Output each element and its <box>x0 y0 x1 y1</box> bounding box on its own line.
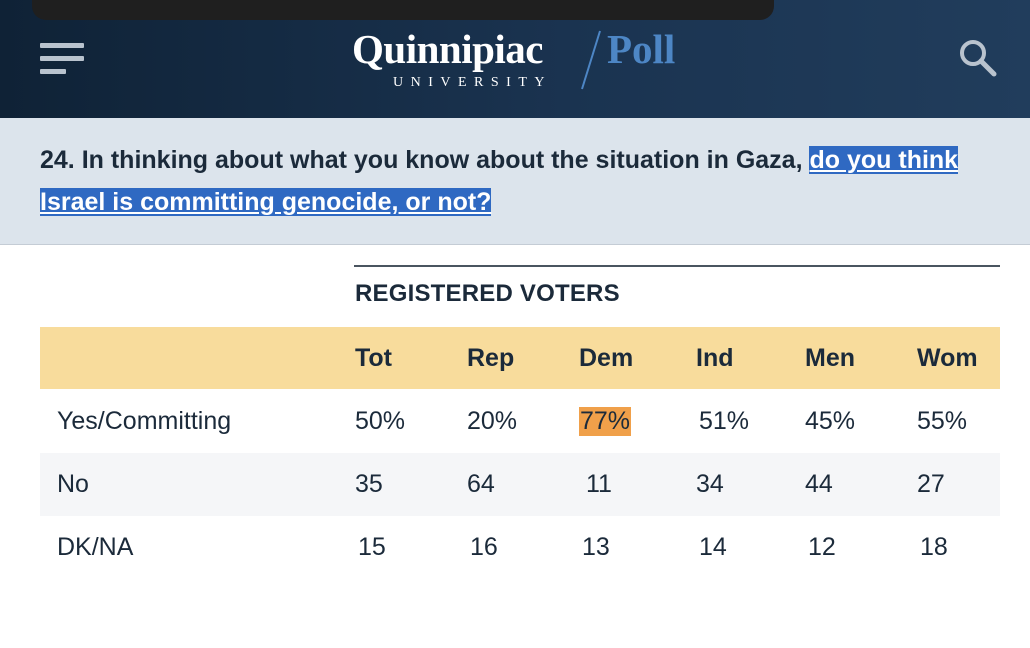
table-cell: 15 <box>358 533 386 561</box>
table-cell: 11 <box>586 470 612 498</box>
table-row <box>40 390 1000 453</box>
table-cell: 45% <box>805 407 856 435</box>
table-cell: 35 <box>355 470 383 498</box>
highlighted-cell: 77% <box>579 407 632 436</box>
table-cell: 14 <box>699 533 727 561</box>
table-cell: 16 <box>470 533 498 561</box>
table-cell: 34 <box>696 470 724 498</box>
table-top-rule <box>354 265 1000 267</box>
logo-university: UNIVERSITY <box>393 75 552 90</box>
col-header-tot: Tot <box>355 344 393 372</box>
col-header-wom: Wom <box>917 344 978 372</box>
col-header-dem: Dem <box>579 344 634 372</box>
table-cell: 27 <box>917 470 945 498</box>
search-icon[interactable] <box>958 38 998 78</box>
table-cell: 50% <box>355 407 406 435</box>
table-cell: 20% <box>467 407 518 435</box>
hamburger-menu-icon[interactable] <box>40 43 84 75</box>
col-header-rep: Rep <box>467 344 515 372</box>
table-cell: 64 <box>467 470 495 498</box>
question-prefix: 24. In thinking about what you know abou… <box>40 146 810 174</box>
table-cell: 55% <box>917 407 968 435</box>
row-label-yes: Yes/Committing <box>57 407 232 435</box>
column-header-row <box>40 327 1000 389</box>
question-text: 24. In thinking about what you know abou… <box>40 139 1000 223</box>
table-cell: 18 <box>920 533 948 561</box>
table-cell: 51% <box>699 407 750 435</box>
table-row <box>40 453 1000 516</box>
logo-name: Quinnipiac <box>352 26 543 72</box>
table-row <box>40 516 1000 579</box>
table-cell: 13 <box>582 533 610 561</box>
table-cell: 12 <box>808 533 836 561</box>
group-title: REGISTERED VOTERS <box>355 280 620 307</box>
device-notch <box>32 0 774 20</box>
table-cell: 44 <box>805 470 833 498</box>
col-header-men: Men <box>805 344 855 372</box>
logo-poll: Poll <box>607 26 676 72</box>
quinnipiac-poll-logo[interactable]: Quinnipiac UNIVERSITY Poll <box>352 25 692 95</box>
row-label-dkna: DK/NA <box>57 533 134 561</box>
col-header-ind: Ind <box>696 344 734 372</box>
row-label-no: No <box>57 470 89 498</box>
question-band <box>0 118 1030 245</box>
logo-slash <box>581 30 601 90</box>
site-header: Quinnipiac UNIVERSITY Poll <box>0 0 1030 118</box>
